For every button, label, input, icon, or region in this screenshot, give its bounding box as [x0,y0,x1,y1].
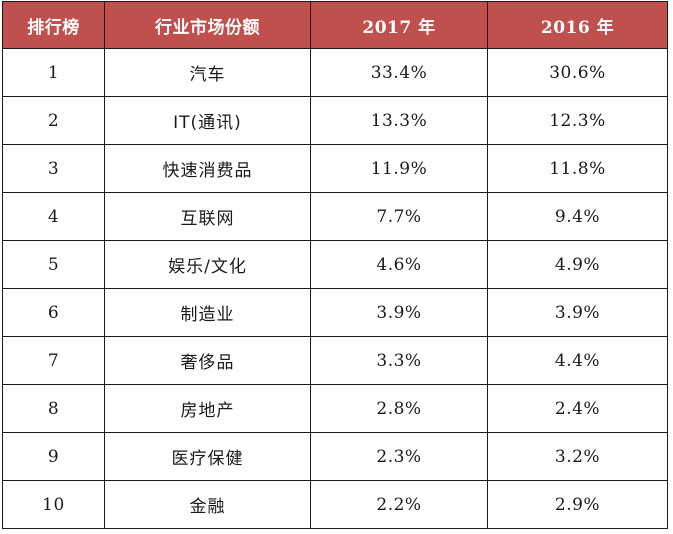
header-industry: 行业市场份额 [104,1,311,49]
rank-cell: 2 [2,96,105,145]
share-2017-cell: 2.3% [310,432,488,481]
share-2016-cell: 2.4% [487,384,668,433]
rank-cell: 7 [2,336,105,385]
share-2017-cell: 3.9% [310,288,488,337]
share-2017-cell: 3.3% [310,336,488,385]
share-2017-cell: 7.7% [310,192,488,241]
table-row: 8 房地产 2.8% 2.4% [2,384,668,433]
rank-cell: 3 [2,144,105,193]
table-row: 5 娱乐/文化 4.6% 4.9% [2,240,668,289]
industry-cell: 汽车 [104,48,311,97]
table-row: 3 快速消费品 11.9% 11.8% [2,144,668,193]
table-row: 10 金融 2.2% 2.9% [2,480,668,529]
industry-cell: 互联网 [104,192,311,241]
industry-cell: 制造业 [104,288,311,337]
table-row: 1 汽车 33.4% 30.6% [2,48,668,97]
share-2017-cell: 11.9% [310,144,488,193]
header-year-2017: 2017 年 [310,1,488,49]
share-2016-cell: 2.9% [487,480,668,529]
header-year-2016: 2016 年 [487,1,668,49]
rank-cell: 10 [2,480,105,529]
industry-cell: 金融 [104,480,311,529]
share-2016-cell: 3.2% [487,432,668,481]
share-2016-cell: 30.6% [487,48,668,97]
header-row: 排行榜 行业市场份额 2017 年 2016 年 [2,1,668,49]
header-rank: 排行榜 [2,1,105,49]
table-row: 2 IT(通讯) 13.3% 12.3% [2,96,668,145]
industry-cell: 快速消费品 [104,144,311,193]
share-2016-cell: 4.9% [487,240,668,289]
industry-share-table: 排行榜 行业市场份额 2017 年 2016 年 1 汽车 33.4% 30.6… [2,1,668,529]
table-header: 排行榜 行业市场份额 2017 年 2016 年 [2,1,668,49]
share-2017-cell: 33.4% [310,48,488,97]
table-body: 1 汽车 33.4% 30.6% 2 IT(通讯) 13.3% 12.3% 3 … [2,48,668,529]
rank-cell: 4 [2,192,105,241]
share-2017-cell: 4.6% [310,240,488,289]
share-2017-cell: 2.8% [310,384,488,433]
share-2017-cell: 2.2% [310,480,488,529]
table-row: 6 制造业 3.9% 3.9% [2,288,668,337]
table-row: 4 互联网 7.7% 9.4% [2,192,668,241]
share-2016-cell: 12.3% [487,96,668,145]
share-2016-cell: 3.9% [487,288,668,337]
rank-cell: 6 [2,288,105,337]
table-row: 9 医疗保健 2.3% 3.2% [2,432,668,481]
industry-cell: 房地产 [104,384,311,433]
rank-cell: 9 [2,432,105,481]
share-2016-cell: 11.8% [487,144,668,193]
share-2016-cell: 4.4% [487,336,668,385]
industry-cell: 奢侈品 [104,336,311,385]
table-row: 7 奢侈品 3.3% 4.4% [2,336,668,385]
share-2017-cell: 13.3% [310,96,488,145]
rank-cell: 8 [2,384,105,433]
industry-cell: 医疗保健 [104,432,311,481]
rank-cell: 5 [2,240,105,289]
share-2016-cell: 9.4% [487,192,668,241]
industry-cell: IT(通讯) [104,96,311,145]
rank-cell: 1 [2,48,105,97]
industry-cell: 娱乐/文化 [104,240,311,289]
